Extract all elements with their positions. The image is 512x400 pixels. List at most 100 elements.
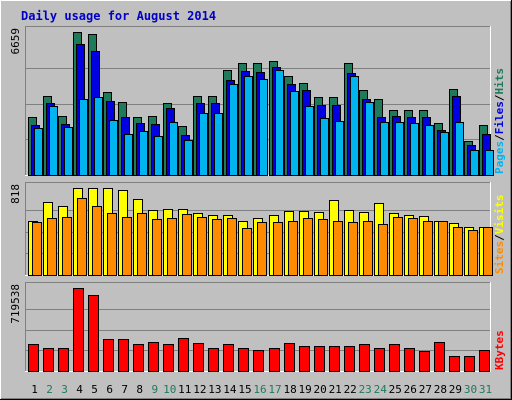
x-tick-label-day-10: 10 xyxy=(163,383,176,396)
bar-pages-day-23 xyxy=(365,102,374,176)
bar-sites-day-18 xyxy=(288,221,298,276)
x-tick-label-day-14: 14 xyxy=(223,383,237,396)
bar-sites-day-16 xyxy=(257,222,267,276)
x-tick-label-day-5: 5 xyxy=(91,383,98,396)
x-tick-label-day-28: 28 xyxy=(434,383,447,396)
bar-sites-day-15 xyxy=(242,228,252,276)
x-tick-label-day-17: 17 xyxy=(268,383,281,396)
bar-pages-day-2 xyxy=(49,106,58,176)
bar-sites-day-17 xyxy=(273,222,283,276)
bar-sites-day-13 xyxy=(212,219,222,276)
bar-sites-day-25 xyxy=(393,217,403,276)
legend-entry: Files xyxy=(493,101,506,134)
bar-sites-day-21 xyxy=(333,221,343,276)
bar-kbytes-day-17 xyxy=(269,348,280,372)
bar-kbytes-day-22 xyxy=(344,346,355,372)
bar-pages-day-30 xyxy=(470,150,479,176)
bar-pages-day-14 xyxy=(229,84,238,176)
bar-pages-day-28 xyxy=(440,132,449,176)
x-tick-label-day-31: 31 xyxy=(479,383,492,396)
bar-kbytes-day-13 xyxy=(208,348,219,372)
bar-pages-day-10 xyxy=(169,122,178,176)
bar-pages-day-1 xyxy=(34,128,43,176)
legend-entry: / xyxy=(493,234,506,241)
bar-kbytes-day-21 xyxy=(329,346,340,372)
bar-kbytes-day-25 xyxy=(389,344,400,372)
bar-sites-day-12 xyxy=(197,217,207,276)
x-tick-label-day-20: 20 xyxy=(313,383,326,396)
x-axis-labels: 1 2 3 4 5 6 7 8 9 10 11 12 13 14 15 16 17 18 19 20 21 22 23 24 2… xyxy=(31,383,492,396)
x-tick-label-day-27: 27 xyxy=(419,383,432,396)
x-tick-label-day-13: 13 xyxy=(208,383,221,396)
bar-pages-day-15 xyxy=(244,76,253,176)
bar-sites-day-5 xyxy=(92,206,102,276)
bar-kbytes-day-6 xyxy=(103,339,114,372)
bar-pages-day-26 xyxy=(410,123,419,176)
bar-sites-day-6 xyxy=(107,213,117,276)
panel-visits-sites: 818 Sites/Visits xyxy=(9,182,506,276)
bar-pages-day-13 xyxy=(214,113,223,176)
bar-pages-day-7 xyxy=(124,134,133,176)
x-tick-label-day-2: 2 xyxy=(46,383,53,396)
bar-kbytes-day-19 xyxy=(299,346,310,372)
bar-kbytes-day-12 xyxy=(193,343,204,372)
legend-entry: Pages xyxy=(493,141,506,174)
bar-pages-day-17 xyxy=(275,70,284,176)
bar-pages-day-18 xyxy=(290,91,299,176)
bar-kbytes-day-29 xyxy=(449,356,460,372)
x-tick-label-day-3: 3 xyxy=(61,383,68,396)
bar-pages-day-24 xyxy=(380,122,389,176)
legend-entry: Visits xyxy=(493,195,506,235)
bar-kbytes-day-7 xyxy=(118,339,129,372)
x-tick-label-day-1: 1 xyxy=(31,383,38,396)
chart-panels: 6659Pages/Files/Hits818Sites/Visits71953… xyxy=(9,26,506,372)
bar-pages-day-6 xyxy=(109,120,118,176)
bar-sites-day-26 xyxy=(408,218,418,276)
max-value-label: 6659 xyxy=(9,28,22,55)
bar-kbytes-day-2 xyxy=(43,348,54,372)
bar-kbytes-day-3 xyxy=(58,348,69,372)
x-tick-label-day-11: 11 xyxy=(178,383,191,396)
x-tick-label-day-15: 15 xyxy=(238,383,251,396)
legend-entry: Sites xyxy=(493,241,506,274)
bar-pages-day-27 xyxy=(425,125,434,176)
x-tick-label-day-26: 26 xyxy=(404,383,417,396)
bar-sites-day-2 xyxy=(47,218,57,276)
x-tick-label-day-8: 8 xyxy=(136,383,143,396)
bar-sites-day-3 xyxy=(62,217,72,276)
bar-pages-day-4 xyxy=(79,99,88,176)
bar-sites-day-24 xyxy=(378,224,388,276)
panel-kbytes: 719538 KBytes xyxy=(9,282,506,372)
x-tick-label-day-23: 23 xyxy=(359,383,372,396)
bar-kbytes-day-30 xyxy=(464,356,475,372)
x-tick-label-day-25: 25 xyxy=(389,383,402,396)
bar-kbytes-day-16 xyxy=(253,350,264,372)
bar-pages-day-11 xyxy=(184,140,193,176)
bar-kbytes-day-9 xyxy=(148,342,159,372)
bar-sites-day-31 xyxy=(483,227,493,276)
legend-entry: / xyxy=(493,134,506,141)
bar-pages-day-3 xyxy=(64,127,73,176)
bar-pages-day-20 xyxy=(320,118,329,176)
bar-kbytes-day-8 xyxy=(133,344,144,372)
bar-sites-day-19 xyxy=(303,218,313,276)
bar-sites-day-14 xyxy=(227,218,237,276)
x-tick-label-day-12: 12 xyxy=(193,383,206,396)
legend-entry: KBytes xyxy=(493,330,506,370)
bar-sites-day-20 xyxy=(318,219,328,276)
x-tick-label-day-29: 29 xyxy=(449,383,462,396)
bar-kbytes-day-20 xyxy=(314,346,325,372)
bar-pages-day-12 xyxy=(199,113,208,176)
bar-kbytes-day-14 xyxy=(223,344,234,372)
bar-kbytes-day-15 xyxy=(238,348,249,372)
bar-sites-day-8 xyxy=(137,213,147,276)
bar-kbytes-day-4 xyxy=(73,288,84,372)
bar-kbytes-day-5 xyxy=(88,295,99,372)
bar-sites-day-10 xyxy=(167,218,177,276)
bar-sites-day-4 xyxy=(77,198,87,276)
bar-sites-day-9 xyxy=(152,219,162,276)
bar-kbytes-day-28 xyxy=(434,342,445,372)
bar-kbytes-day-23 xyxy=(359,344,370,372)
